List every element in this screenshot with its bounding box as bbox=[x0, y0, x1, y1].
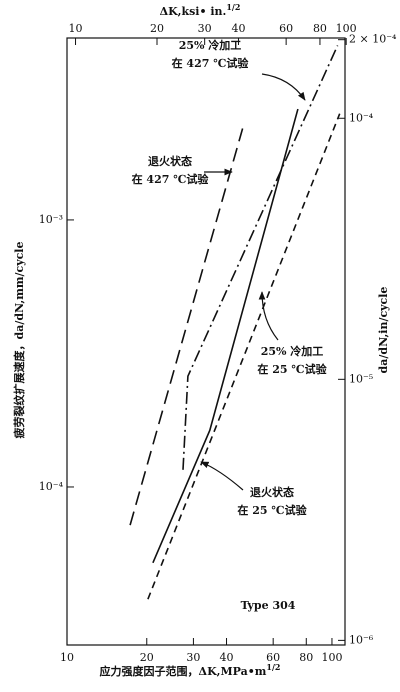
x-axis-title-sup: 1/2 bbox=[266, 662, 280, 672]
y-tick-label: 10⁻⁴ bbox=[39, 480, 64, 493]
y-tick-label: 10⁻³ bbox=[39, 213, 63, 226]
y2-tick-label: 10⁻⁵ bbox=[349, 372, 373, 385]
x-tick-label: 60 bbox=[266, 651, 280, 664]
annotation: 在 427 ℃试验 bbox=[132, 172, 210, 186]
x2-tick-label: 30 bbox=[198, 22, 212, 35]
series-line bbox=[147, 113, 341, 600]
series-line bbox=[182, 45, 339, 470]
x-axis-title: 应力强度因子范围，ΔK,MPa•m1/2 bbox=[100, 662, 281, 678]
annotation: 退火状态 bbox=[250, 485, 294, 499]
x-tick-label: 20 bbox=[140, 651, 154, 664]
y2-axis-title: da/dN,in/cycle bbox=[377, 287, 390, 374]
annotation: 在 25 ℃试验 bbox=[237, 503, 307, 517]
x-tick-label: 40 bbox=[220, 651, 234, 664]
x-tick-label: 10 bbox=[60, 651, 74, 664]
x-tick-label: 30 bbox=[186, 651, 200, 664]
annotation: Type 304 bbox=[241, 599, 296, 612]
annotation: 退火状态 bbox=[148, 154, 192, 168]
series-line bbox=[129, 128, 244, 526]
annotation: 在 25 ℃试验 bbox=[257, 362, 327, 376]
y2-tick-label: 10⁻⁴ bbox=[349, 111, 374, 124]
x-axis-title-text: 应力强度因子范围，ΔK,MPa•m bbox=[100, 664, 267, 678]
annotation: 25% 冷加工 bbox=[261, 344, 324, 358]
annotation: 25% 冷加工 bbox=[179, 38, 242, 52]
x2-tick-label: 60 bbox=[279, 22, 293, 35]
x2-axis-title: ΔK,ksi• in.1/2 bbox=[160, 2, 241, 18]
x2-tick-label: 10 bbox=[69, 22, 83, 35]
arrow bbox=[258, 291, 279, 341]
x-tick-label: 100 bbox=[321, 651, 342, 664]
x2-tick-label: 20 bbox=[150, 22, 164, 35]
y-axis-title: 疲劳裂纹扩展速度，da/dN,mm/cycle bbox=[12, 242, 26, 439]
arrow bbox=[200, 461, 244, 491]
y2-tick-label: 2 × 10⁻⁴ bbox=[349, 33, 397, 46]
x2-axis-title-sup: 1/2 bbox=[226, 2, 240, 12]
x2-tick-label: 100 bbox=[336, 22, 357, 35]
y2-tick-label: 10⁻⁶ bbox=[349, 633, 374, 646]
plot-frame bbox=[66, 37, 346, 646]
annotation: 在 427 ℃试验 bbox=[172, 56, 250, 70]
series-line bbox=[152, 108, 299, 564]
x2-tick-label: 40 bbox=[231, 22, 245, 35]
x-tick-label: 80 bbox=[299, 651, 313, 664]
arrow bbox=[261, 73, 306, 101]
x2-tick-label: 80 bbox=[313, 22, 327, 35]
x2-axis-title-text: ΔK,ksi• in. bbox=[160, 5, 227, 18]
